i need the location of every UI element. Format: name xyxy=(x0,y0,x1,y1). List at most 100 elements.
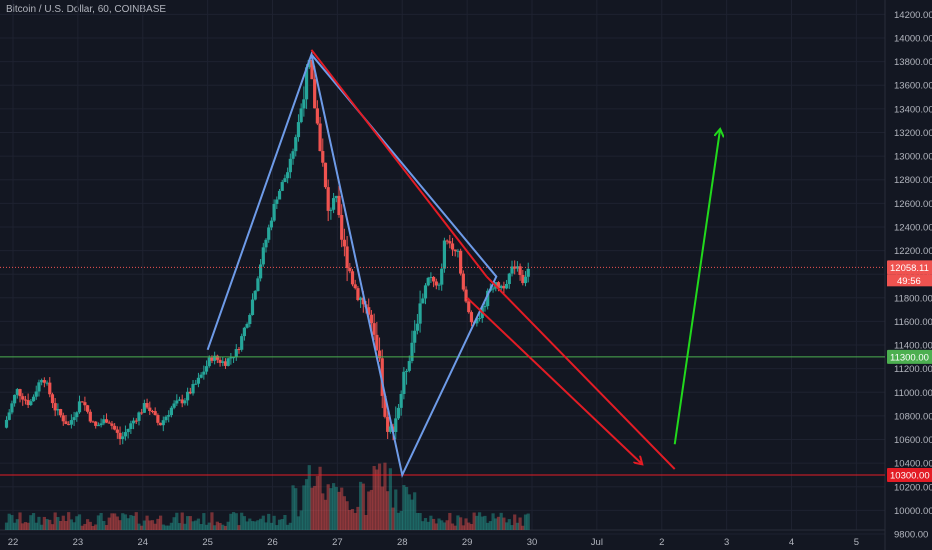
candle-body xyxy=(515,266,520,269)
candle-body xyxy=(402,371,406,394)
candle-body xyxy=(456,250,460,252)
candle-body xyxy=(183,400,187,404)
volume-bar xyxy=(215,521,219,530)
candle-body xyxy=(245,323,249,328)
candle-body xyxy=(415,323,419,331)
candle-body xyxy=(15,389,19,395)
candle-body xyxy=(229,357,233,359)
y-tick-label: 10400.00 xyxy=(894,459,932,470)
volume-bar xyxy=(421,521,425,530)
volume-bar xyxy=(434,523,438,530)
volume-bar xyxy=(404,486,409,530)
volume-bar xyxy=(337,491,341,530)
volume-bar xyxy=(475,515,479,530)
candle-body xyxy=(145,403,149,408)
volume-bar xyxy=(283,514,287,530)
volume-bar xyxy=(250,521,255,530)
candle-body xyxy=(180,399,184,404)
volume-bar xyxy=(48,519,52,530)
candle-body xyxy=(48,382,52,395)
y-tick-label: 9800.00 xyxy=(894,530,928,541)
candle-body xyxy=(194,383,198,385)
candle-body xyxy=(69,420,73,425)
x-tick-label: 27 xyxy=(332,537,343,548)
volume-bar xyxy=(158,515,163,530)
candle-body xyxy=(99,423,103,426)
volume-bar xyxy=(4,522,9,530)
volume-bar xyxy=(491,513,495,530)
candle-body xyxy=(29,401,33,406)
y-tick-label: 12600.00 xyxy=(894,199,932,210)
y-tick-label: 13800.00 xyxy=(894,57,932,68)
y-tick-label: 11000.00 xyxy=(894,388,932,399)
candle-body xyxy=(507,273,511,284)
candle-body xyxy=(326,187,330,211)
volume-bar xyxy=(56,517,60,530)
volume-bar xyxy=(356,506,360,530)
volume-bar xyxy=(423,518,428,530)
candle-body xyxy=(226,358,230,366)
volume-bar xyxy=(502,517,506,530)
y-tick-label: 12800.00 xyxy=(894,175,932,186)
volume-bar xyxy=(350,508,355,530)
volume-bar xyxy=(261,515,265,530)
candle-body xyxy=(350,271,355,285)
candle-body xyxy=(334,195,338,199)
candle-body xyxy=(13,394,17,404)
volume-bar xyxy=(134,512,138,530)
volume-bar xyxy=(396,512,401,530)
price-tag-last-countdown: 49:56 xyxy=(897,276,921,287)
candle-body xyxy=(291,151,295,159)
volume-bar xyxy=(269,522,274,530)
volume-bar xyxy=(253,521,257,530)
candle-body xyxy=(321,151,325,163)
volume-bar xyxy=(313,485,317,530)
candle-body xyxy=(496,282,501,289)
candle-body xyxy=(140,412,144,414)
candle-body xyxy=(40,380,44,383)
volume-bar xyxy=(172,517,176,530)
candle-body xyxy=(131,420,136,424)
candle-body xyxy=(83,402,87,406)
volume-bar xyxy=(342,496,347,530)
price-tag-red-label: 10300.00 xyxy=(890,470,930,481)
candle-body xyxy=(218,359,222,363)
candle-body xyxy=(50,394,55,404)
volume-bar xyxy=(294,488,298,530)
volume-bar xyxy=(304,479,309,530)
volume-bar xyxy=(523,514,528,530)
candle-body xyxy=(410,342,414,362)
candle-body xyxy=(448,241,452,244)
volume-bar xyxy=(240,512,244,530)
volume-bar xyxy=(58,520,63,530)
volume-bar xyxy=(164,525,168,530)
volume-bar xyxy=(34,522,38,530)
candle-body xyxy=(72,417,76,421)
volume-bar xyxy=(26,522,30,530)
volume-bar xyxy=(226,521,230,530)
candle-body xyxy=(310,59,314,80)
volume-bar xyxy=(504,522,509,530)
candle-body xyxy=(126,428,130,433)
volume-bar xyxy=(507,519,511,530)
y-tick-label: 10200.00 xyxy=(894,482,932,493)
candle-body xyxy=(337,195,341,216)
volume-bar xyxy=(291,485,295,530)
volume-bar xyxy=(399,510,403,530)
bullish-arrow xyxy=(673,129,720,445)
candle-body xyxy=(196,377,201,384)
volume-bar xyxy=(415,512,419,530)
volume-bar xyxy=(113,513,117,530)
candle-body xyxy=(121,436,125,439)
volume-bar xyxy=(7,513,11,530)
price-tag-last-label: 12058.11 xyxy=(890,263,929,274)
candle-body xyxy=(407,361,411,371)
volume-bar xyxy=(248,518,252,530)
candle-body xyxy=(191,384,195,394)
volume-bar xyxy=(148,520,152,530)
volume-bar xyxy=(450,523,455,530)
y-tick-label: 11800.00 xyxy=(894,293,932,304)
candle-body xyxy=(118,432,122,439)
volume-bar xyxy=(29,515,33,530)
